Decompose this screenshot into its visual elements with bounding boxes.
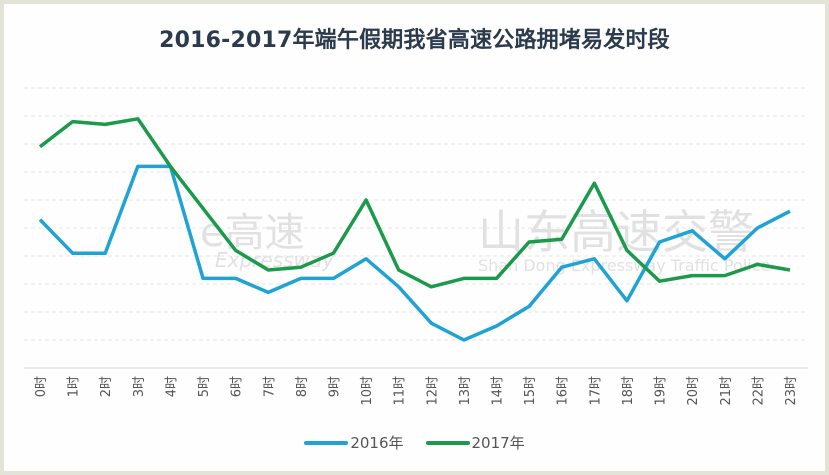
x-tick-label: 13时 — [458, 376, 473, 406]
x-tick-label: 1时 — [67, 376, 82, 397]
chart-title: 2016-2017年端午假期我省高速公路拥堵易发时段 — [159, 28, 670, 53]
legend-label-2016: 2016年 — [350, 434, 404, 452]
x-tick-label: 3时 — [132, 376, 147, 397]
x-tick-label: 15时 — [523, 376, 538, 406]
series-line-2016 — [38, 164, 791, 342]
x-tick-label: 21时 — [719, 376, 734, 406]
chart-frame — [4, 4, 825, 471]
x-tick-label: 4时 — [164, 376, 179, 397]
legend-label-2017: 2017年 — [471, 434, 525, 452]
x-tick-label: 2时 — [99, 376, 114, 397]
x-tick-label: 16时 — [556, 376, 571, 406]
x-tick-label: 12时 — [425, 376, 440, 406]
x-tick-label: 10时 — [360, 376, 375, 406]
legend-item-2017[interactable]: 2017年 — [425, 432, 525, 453]
x-tick-label: 9时 — [327, 376, 342, 397]
x-tick-label: 19时 — [654, 376, 669, 406]
x-tick-label: 6时 — [230, 376, 245, 397]
series-line-2017 — [38, 117, 791, 289]
legend-swatch-2017 — [425, 440, 470, 445]
x-tick-label: 5时 — [197, 376, 212, 397]
x-tick-label: 7时 — [262, 376, 277, 397]
x-tick-label: 14时 — [491, 376, 506, 406]
x-tick-label: 22时 — [751, 376, 766, 406]
legend: 2016年 2017年 — [0, 432, 829, 453]
x-tick-label: 11时 — [393, 376, 408, 406]
legend-swatch-2016 — [304, 440, 349, 445]
x-tick-label: 17时 — [588, 376, 603, 406]
x-tick-label: 20时 — [686, 376, 701, 406]
x-tick-label: 23时 — [784, 376, 799, 406]
x-tick-label: 18时 — [621, 376, 636, 406]
legend-item-2016[interactable]: 2016年 — [304, 432, 404, 453]
x-tick-label: 0时 — [34, 376, 49, 397]
x-tick-label: 8时 — [295, 376, 310, 397]
